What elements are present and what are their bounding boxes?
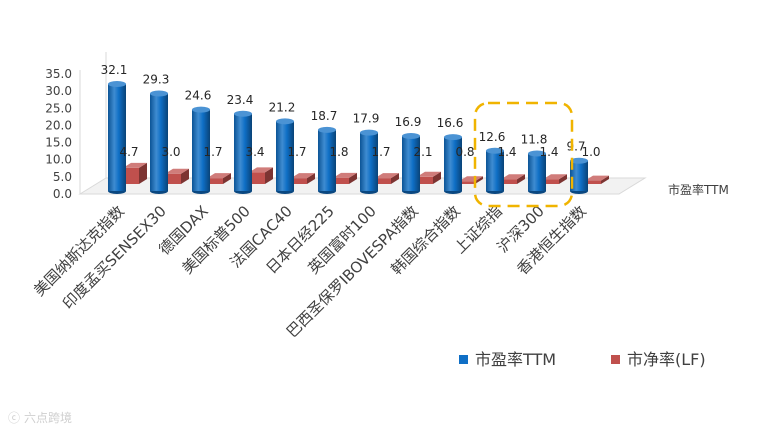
y-tick-label: 30.0 — [45, 84, 72, 98]
pb-data-label: 2.1 — [413, 145, 432, 159]
pb-data-label: 1.7 — [371, 145, 390, 159]
legend: 市盈率TTM 市净率(LF) — [459, 350, 706, 369]
pb-bar — [207, 173, 231, 184]
x-axis-categories: 美国纳斯达克指数印度孟买SENSEX30德国DAX美国标普500法国CAC40日… — [30, 202, 590, 341]
pe-bar — [150, 90, 168, 194]
pb-data-label: 1.8 — [329, 145, 348, 159]
y-tick-label: 0.0 — [53, 187, 72, 201]
pb-bar — [333, 172, 357, 184]
pb-data-label: 3.0 — [161, 145, 180, 159]
pb-bar — [501, 174, 525, 184]
pb-bar — [585, 175, 609, 184]
watermark-logo-icon: ⓒ — [8, 411, 20, 425]
pe-bar — [486, 147, 504, 194]
watermark-text: 六点跨境 — [24, 410, 72, 425]
y-tick-label: 5.0 — [53, 170, 72, 184]
pe-bar — [234, 110, 252, 194]
pe-data-label: 11.8 — [521, 133, 548, 147]
pe-data-label: 17.9 — [353, 112, 380, 126]
pb-data-label: 1.4 — [497, 145, 516, 159]
pe-data-label: 24.6 — [185, 89, 212, 103]
pe-bar — [318, 126, 336, 194]
y-tick-label: 35.0 — [45, 67, 72, 81]
series-pe-bars — [108, 80, 588, 194]
pb-data-label: 1.0 — [581, 145, 600, 159]
pe-data-label: 9.7 — [566, 140, 585, 154]
pe-data-label: 16.9 — [395, 115, 422, 129]
y-tick-label: 20.0 — [45, 118, 72, 132]
pb-bar — [375, 173, 399, 184]
pe-bar — [570, 157, 588, 194]
pb-data-label: 4.7 — [119, 145, 138, 159]
pe-bar — [192, 106, 210, 194]
pb-data-label: 1.7 — [287, 145, 306, 159]
pe-data-label: 32.1 — [101, 63, 128, 77]
pb-data-label: 1.7 — [203, 145, 222, 159]
pe-bar — [276, 118, 294, 194]
depth-axis-label: 市盈率TTM — [668, 182, 729, 197]
pe-data-label: 12.6 — [479, 130, 506, 144]
y-tick-label: 10.0 — [45, 153, 72, 167]
pb-bar — [291, 173, 315, 184]
pb-data-label: 1.4 — [539, 145, 558, 159]
pe-bar — [444, 134, 462, 194]
pe-data-label: 18.7 — [311, 109, 338, 123]
series-pb-bars — [123, 162, 609, 184]
pe-bar — [528, 150, 546, 194]
pe-bar — [108, 80, 126, 194]
legend-swatch — [459, 355, 468, 364]
legend-swatch — [611, 355, 620, 364]
pe-data-label: 23.4 — [227, 93, 254, 107]
pb-data-label: 3.4 — [245, 145, 264, 159]
pb-bar — [165, 168, 189, 184]
pe-bar — [360, 129, 378, 194]
pb-bar — [249, 167, 273, 184]
legend-label: 市净率(LF) — [627, 350, 706, 369]
pb-bar — [417, 171, 441, 184]
pb-bar — [543, 174, 567, 184]
y-tick-label: 15.0 — [45, 136, 72, 150]
pb-data-label: 0.8 — [455, 145, 474, 159]
y-tick-label: 25.0 — [45, 101, 72, 115]
legend-label: 市盈率TTM — [475, 350, 556, 369]
pb-bar — [123, 162, 147, 184]
y-axis: 0.0 5.0 10.0 15.0 20.0 25.0 30.0 35.0 — [45, 67, 72, 201]
pe-data-label: 21.2 — [269, 100, 296, 114]
pe-bar — [402, 133, 420, 194]
watermark: ⓒ 六点跨境 — [8, 410, 72, 425]
pe-data-label: 16.6 — [437, 116, 464, 130]
data-labels: 4.7 32.1 3.0 29.3 1.7 24.6 3.4 23.4 1.7 21.2 1.8 18… — [101, 63, 601, 159]
pb-bar — [459, 176, 483, 184]
pe-data-label: 29.3 — [143, 73, 170, 87]
